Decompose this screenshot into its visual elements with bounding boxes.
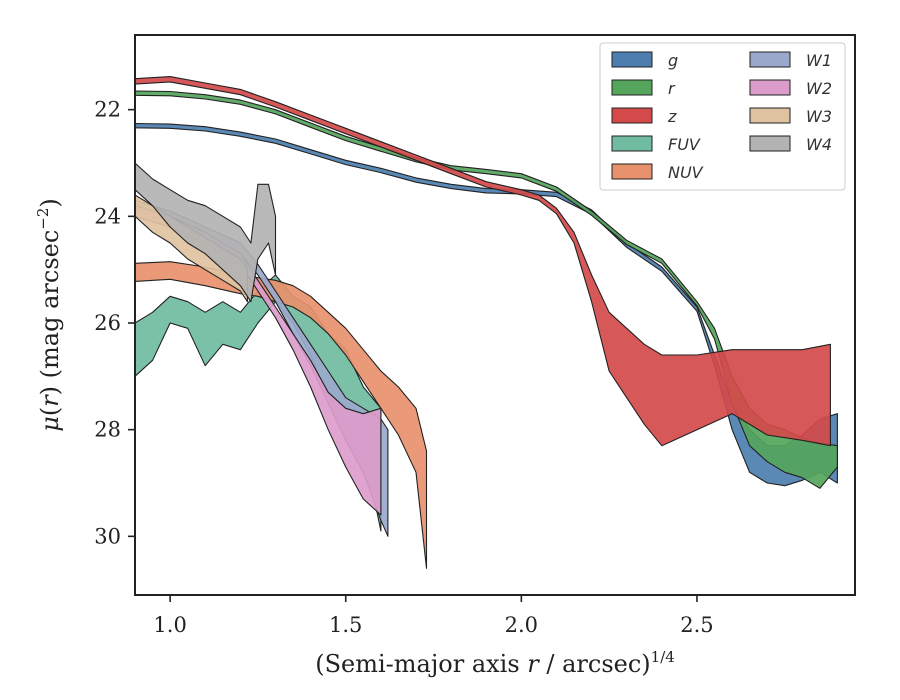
y-tick-label: 26 bbox=[94, 311, 121, 335]
y-tick-label: 28 bbox=[94, 418, 121, 442]
band-w4 bbox=[135, 162, 277, 303]
legend-label-g: g bbox=[668, 51, 678, 70]
legend-label-w4: W4 bbox=[806, 135, 832, 154]
x-axis: 1.0 1.5 2.0 2.5 bbox=[153, 595, 714, 637]
legend-swatch-w3 bbox=[749, 107, 791, 124]
band-nuv bbox=[135, 261, 428, 569]
legend-swatch-g bbox=[611, 51, 653, 68]
legend-swatch-z bbox=[611, 107, 653, 124]
band-fuv bbox=[135, 274, 382, 532]
band-z bbox=[135, 76, 831, 447]
legend-swatch-w1 bbox=[749, 51, 791, 68]
x-tick-label: 1.0 bbox=[153, 613, 186, 637]
x-tick-label: 1.5 bbox=[329, 613, 362, 637]
legend-swatch-w4 bbox=[749, 135, 791, 152]
legend-swatch-w2 bbox=[749, 79, 791, 96]
legend-swatch-fuv bbox=[611, 135, 653, 152]
y-axis: 22 24 26 28 30 bbox=[94, 98, 135, 548]
legend-swatch-nuv bbox=[611, 163, 653, 180]
y-tick-label: 24 bbox=[94, 204, 121, 228]
legend-swatch-r bbox=[611, 79, 653, 96]
legend-label-r: r bbox=[668, 79, 676, 98]
y-axis-label: μ(r) (mag arcsec−2) bbox=[34, 198, 64, 432]
x-tick-label: 2.5 bbox=[680, 613, 713, 637]
legend-label-w3: W3 bbox=[806, 107, 832, 126]
legend-label-w1: W1 bbox=[806, 51, 832, 70]
y-tick-label: 30 bbox=[94, 524, 121, 548]
legend-label-z: z bbox=[667, 107, 677, 126]
legend-label-fuv: FUV bbox=[668, 135, 701, 154]
legend-label-w2: W2 bbox=[806, 79, 832, 98]
plot-frame bbox=[134, 34, 856, 596]
x-axis-label: (Semi-major axis r / arcsec)1/4 bbox=[315, 648, 675, 678]
series-bands bbox=[135, 76, 838, 569]
legend: grz FUV NUV W1 W2 W3 W4 bbox=[599, 42, 846, 191]
x-tick-label: 2.0 bbox=[505, 613, 538, 637]
legend-label-nuv: NUV bbox=[668, 163, 704, 182]
y-tick-label: 22 bbox=[94, 98, 121, 122]
